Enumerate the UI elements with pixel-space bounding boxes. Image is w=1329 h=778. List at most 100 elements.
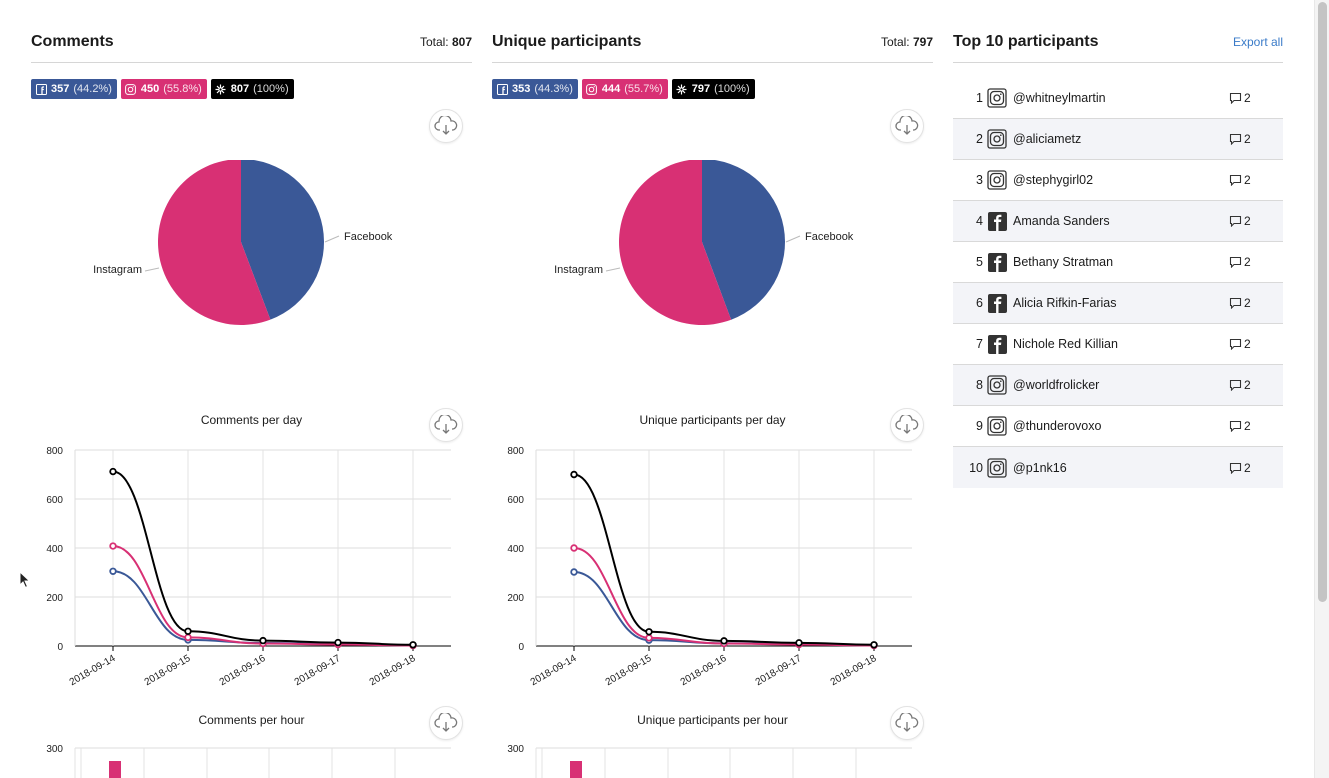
participant-name[interactable]: @thunderovoxo: [1013, 419, 1102, 433]
participant-row[interactable]: 1 @whitneylmartin 2: [953, 78, 1283, 119]
series-point[interactable]: [645, 634, 653, 642]
download-cloud-icon[interactable]: [890, 109, 924, 143]
download-cloud-icon[interactable]: [890, 408, 924, 442]
pie-slice-instagram: [158, 160, 271, 325]
comment-count-value: 2: [1244, 132, 1251, 146]
participant-name[interactable]: @stephygirl02: [1013, 173, 1094, 187]
comment-count-value: 2: [1244, 255, 1251, 269]
participant-row[interactable]: 7 Nichole Red Killian 2: [953, 324, 1283, 365]
comments-title: Comments: [31, 33, 114, 50]
page-scrollbar[interactable]: [1314, 0, 1329, 778]
y-tick-label: 800: [46, 446, 63, 457]
series-point[interactable]: [645, 628, 653, 636]
comment-count-value: 2: [1244, 460, 1251, 475]
series-point[interactable]: [334, 638, 342, 647]
participant-name[interactable]: Alicia Rifkin-Farias: [1013, 296, 1117, 310]
comments-per-hour-chart: 300: [46, 744, 451, 778]
pie-leader-facebook: [785, 235, 801, 243]
comment-count-value: 2: [1244, 419, 1251, 433]
download-cloud-icon[interactable]: [429, 706, 463, 740]
export-all-link[interactable]: Export all: [1232, 35, 1283, 49]
facebook-icon: [496, 83, 508, 95]
series-point[interactable]: [570, 544, 578, 552]
participant-row[interactable]: 8 @worldfrolicker 2: [953, 365, 1283, 406]
series-line: [112, 545, 414, 647]
series-point[interactable]: [259, 636, 267, 645]
participant-name[interactable]: Bethany Stratman: [1013, 255, 1114, 269]
comments-instagram-badge[interactable]: 450 (55.8%): [120, 79, 207, 99]
y-tick-label: 600: [507, 495, 524, 506]
series-point[interactable]: [184, 627, 192, 635]
participants-facebook-badge[interactable]: 353 (44.3%): [492, 79, 578, 99]
pie-slice-facebook: [241, 160, 324, 320]
series-point[interactable]: [109, 542, 117, 550]
badge-count: 807: [230, 83, 250, 95]
participant-row[interactable]: 9 @thunderovoxo 2: [953, 406, 1283, 447]
series-point[interactable]: [184, 633, 192, 642]
instagram-icon: [987, 88, 1007, 108]
x-tick-label: 2018-09-14: [68, 653, 118, 688]
participants-per-day-title: Unique participants per day: [639, 413, 786, 427]
comment-count-value: 2: [1244, 337, 1251, 351]
participant-name[interactable]: @whitneylmartin: [1013, 91, 1106, 105]
participant-name[interactable]: Amanda Sanders: [1013, 214, 1110, 228]
y-tick-label: 300: [507, 744, 524, 755]
mouse-cursor-icon: [19, 571, 31, 589]
participant-row[interactable]: 5 Bethany Stratman 2: [953, 242, 1283, 283]
participant-row[interactable]: 2 @aliciametz 2: [953, 119, 1283, 160]
comment-bubble-icon: [1229, 174, 1242, 186]
series-point[interactable]: [870, 641, 878, 649]
participant-name[interactable]: @worldfrolicker: [1013, 378, 1100, 392]
comment-bubble-icon: [1229, 215, 1242, 227]
participants-total: Total: 797: [881, 35, 933, 49]
participants-all-badge[interactable]: 797 (100%): [671, 79, 755, 99]
series-point[interactable]: [109, 567, 117, 575]
y-tick-label: 300: [46, 744, 63, 755]
comment-count: 2: [1229, 91, 1283, 105]
y-tick-label: 600: [46, 495, 63, 506]
pie-label-facebook: Facebook: [344, 231, 393, 243]
series-point[interactable]: [795, 639, 803, 647]
facebook-icon: [987, 211, 1007, 231]
comments-all-badge[interactable]: 807 (100%): [210, 79, 294, 99]
participant-name[interactable]: @p1nk16: [1013, 460, 1067, 475]
participant-row[interactable]: 3 @stephygirl02 2: [953, 160, 1283, 201]
series-point[interactable]: [570, 568, 578, 576]
comment-count: 2: [1229, 461, 1283, 475]
participant-name[interactable]: @aliciametz: [1013, 132, 1082, 146]
participants-per-hour-chart: 300: [507, 744, 912, 778]
download-cloud-icon[interactable]: [890, 706, 924, 740]
pie-slice-instagram: [619, 160, 732, 325]
comment-count: 2: [1229, 214, 1283, 228]
participants-instagram-badge[interactable]: 444 (55.7%): [581, 79, 668, 99]
comments-panel: Comments Total: 807 357 (44.2%) 450 (55.…: [31, 30, 472, 778]
download-cloud-icon[interactable]: [429, 109, 463, 143]
series-point[interactable]: [409, 641, 417, 649]
participant-name[interactable]: Nichole Red Killian: [1013, 337, 1118, 351]
y-tick-label: 0: [57, 642, 63, 653]
y-tick-label: 200: [46, 593, 63, 604]
scrollbar-thumb[interactable]: [1318, 2, 1327, 602]
x-tick-label: 2018-09-18: [368, 653, 418, 688]
participant-row[interactable]: 10 @p1nk16 2: [953, 447, 1283, 488]
comment-bubble-icon: [1229, 420, 1242, 432]
participants-per-hour-title: Unique participants per hour: [637, 713, 788, 727]
series-point[interactable]: [720, 637, 728, 645]
participant-row[interactable]: 4 Amanda Sanders 2: [953, 201, 1283, 242]
series-point[interactable]: [570, 470, 578, 479]
comment-count-value: 2: [1244, 91, 1251, 105]
y-tick-label: 800: [507, 446, 524, 457]
top-participants-panel: Top 10 participants Export all 1 @whitney…: [953, 30, 1283, 488]
series-point[interactable]: [109, 467, 117, 476]
download-cloud-icon[interactable]: [429, 408, 463, 442]
comments-total: Total: 807: [420, 35, 472, 49]
comments-header: Comments Total: 807: [31, 30, 472, 63]
instagram-icon: [987, 129, 1007, 149]
comment-bubble-icon: [1229, 462, 1242, 474]
pie-label-instagram: Instagram: [554, 264, 603, 276]
participant-row[interactable]: 6 Alicia Rifkin-Farias 2: [953, 283, 1283, 324]
participant-rank: 3: [976, 173, 983, 187]
badge-pct: (44.2%): [73, 83, 112, 95]
participants-title: Unique participants: [492, 33, 642, 50]
comments-facebook-badge[interactable]: 357 (44.2%): [31, 79, 117, 99]
